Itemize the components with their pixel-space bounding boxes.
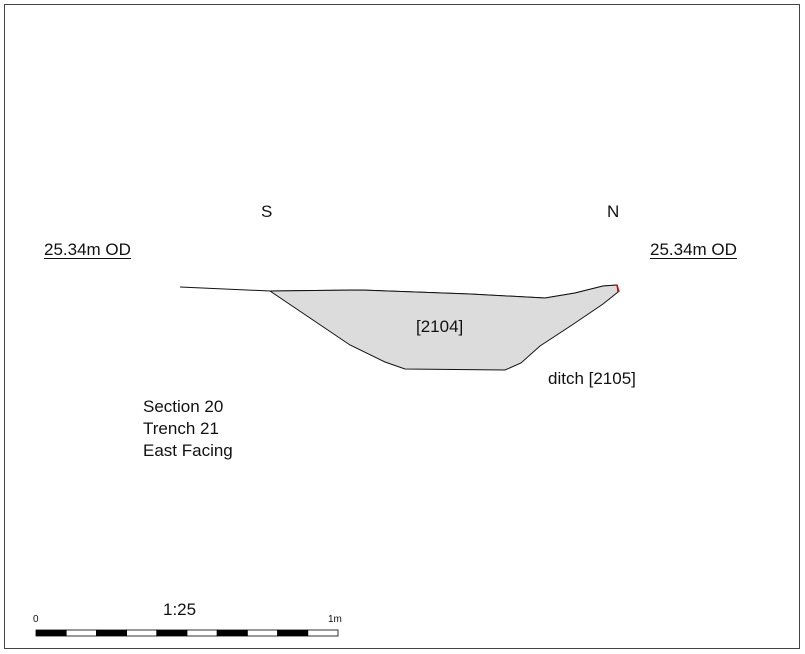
section-number: Section 20 <box>143 397 224 416</box>
scale-segment <box>186 629 218 637</box>
facing-direction: East Facing <box>143 441 233 460</box>
scale-segment <box>35 629 67 637</box>
cut-label-2105: ditch [2105] <box>548 369 636 388</box>
scale-ratio-label: 1:25 <box>163 600 197 619</box>
orientation-south-label: S <box>261 202 273 221</box>
scale-start-label: 0 <box>33 614 39 625</box>
scale-end-label: 1m <box>328 614 342 625</box>
scale-segment <box>307 629 339 637</box>
datum-left-label: 25.34m OD <box>44 240 131 259</box>
scale-segment <box>216 629 248 637</box>
orientation-north-label: N <box>607 202 620 221</box>
scale-segment <box>65 629 97 637</box>
scale-segment <box>126 629 158 637</box>
scale-segment <box>96 629 128 637</box>
fill-label-2104: [2104] <box>416 317 464 336</box>
trench-number: Trench 21 <box>143 419 219 438</box>
scale-bar <box>35 629 339 637</box>
scale-segment <box>277 629 309 637</box>
ditch-fill-2104 <box>268 284 619 371</box>
section-info-block: Section 20 Trench 21 East Facing <box>143 396 233 462</box>
drawing-frame <box>4 4 800 649</box>
scale-segment <box>246 629 278 637</box>
scale-segment <box>156 629 188 637</box>
datum-right-label: 25.34m OD <box>650 240 737 259</box>
edge-marker <box>616 284 620 293</box>
